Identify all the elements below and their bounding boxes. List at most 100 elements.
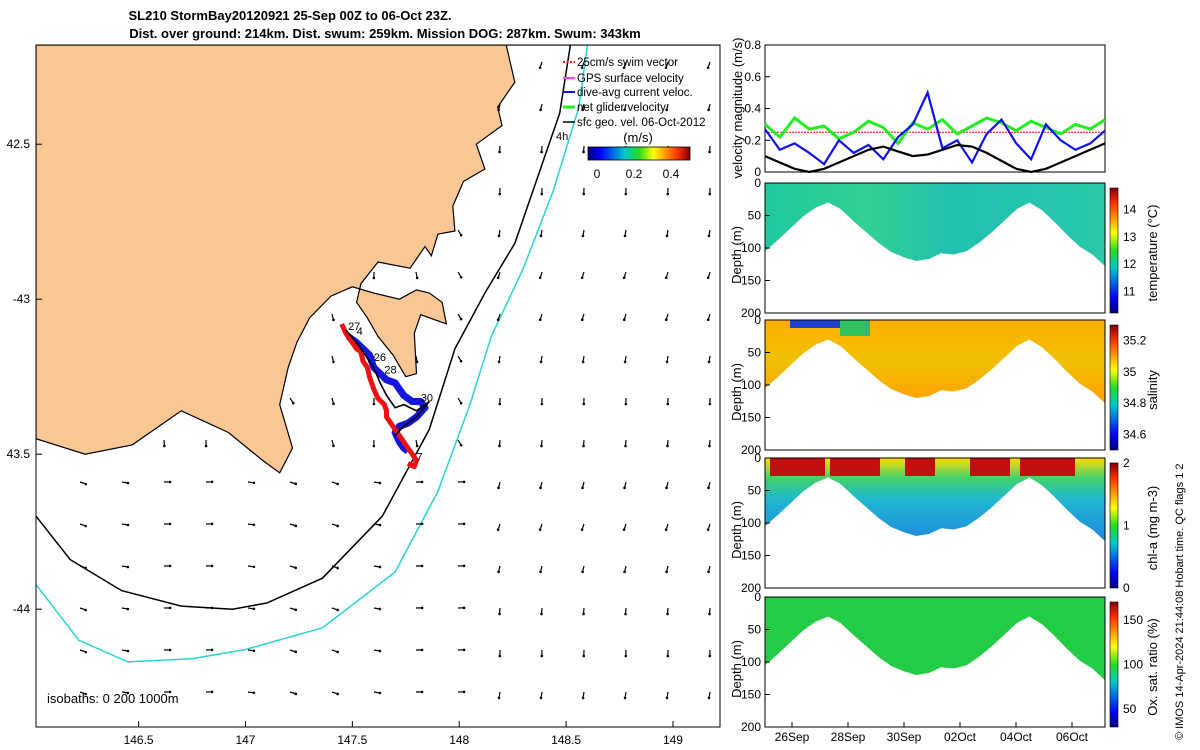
velocity-panel: 0 0.2 0.4 0.6 0.8 velocity magnitude (m/s) [730, 38, 1106, 179]
velocity-arrow-head [538, 318, 542, 322]
velocity-arrow-head [210, 480, 214, 484]
section-colorbar-tick: 100 [1123, 658, 1143, 672]
velocity-arrow-head [582, 654, 586, 658]
velocity-arrow-head [84, 608, 87, 612]
map-xtick-label: 146.5 [124, 733, 154, 747]
velocity-arrow-head [664, 66, 668, 69]
velocity-arrow-head [708, 150, 711, 154]
velocity-series-line [764, 89, 1106, 166]
velocity-arrow-head [622, 318, 626, 322]
velocity-arrow-head [496, 318, 500, 322]
velocity-arrow-head [624, 654, 628, 658]
velocity-arrow-head [84, 650, 87, 654]
velocity-arrow-head [459, 401, 463, 405]
section-colorbar-tick: 12 [1123, 257, 1137, 271]
velocity-arrow-head [126, 523, 130, 527]
velocity-arrow-head [582, 444, 585, 448]
map-ytick-label: -44 [13, 602, 31, 616]
velocity-arrow-head [665, 360, 669, 364]
legend-geo-label: sfc geo. vel. 06-Oct-2012 [577, 117, 705, 129]
velocity-arrow-head [126, 607, 130, 611]
velocity-arrow-head [664, 528, 668, 531]
chla-high-band [970, 458, 1010, 476]
velocity-arrow-head [540, 402, 544, 406]
velocity-arrow-head [378, 649, 382, 653]
section-ytick-label: 200 [741, 306, 761, 320]
velocity-arrow-head [666, 192, 670, 196]
velocity-arrow-head [497, 696, 501, 700]
velocity-arrow-head [378, 691, 382, 695]
isobath-200m [36, 45, 572, 610]
velocity-arrow-head [498, 192, 502, 196]
copyright-note: © IMOS 14-Apr-2024 21:44:08 Hobart time.… [1174, 463, 1186, 740]
section-ytick-label: 100 [741, 516, 761, 530]
velocity-arrow-head [540, 654, 544, 658]
velocity-arrow-head [496, 276, 500, 280]
section-ytick-label: 200 [741, 720, 761, 734]
map-xtick-label: 147.5 [337, 733, 367, 747]
velocity-arrow-head [665, 108, 668, 112]
velocity-arrow-head [538, 276, 542, 280]
velocity-arrow-head [372, 276, 376, 280]
salinity-fresh-band [790, 320, 850, 328]
velocity-arrow-head [540, 192, 544, 196]
velocity-arrow-head [420, 522, 424, 526]
velocity-arrow-head [622, 66, 626, 69]
velocity-arrow-head [168, 522, 172, 526]
velocity-arrow-head [581, 696, 585, 700]
chla-high-band [1020, 458, 1075, 476]
section-ytick-label: 200 [741, 443, 761, 457]
velocity-arrow-head [462, 606, 466, 610]
velocity-arrow-head [252, 523, 256, 527]
velocity-arrow-head [210, 606, 214, 610]
velocity-arrow-head [415, 276, 419, 280]
section-xtick-label: 28Sep [831, 730, 866, 744]
velocity-arrow-head [666, 402, 670, 406]
velocity-arrow-head [623, 360, 627, 364]
chla-high-band [770, 458, 825, 476]
section-ytick-label: 50 [748, 209, 762, 223]
section-xtick-label: 02Oct [944, 730, 977, 744]
velocity-arrow-head [420, 480, 424, 484]
section-data-area [765, 597, 1105, 681]
velocity-arrow-head [623, 234, 627, 238]
section-ytick-label: 100 [741, 241, 761, 255]
velocity-arrow-head [462, 522, 466, 526]
map-xtick-label: 148.5 [551, 733, 581, 747]
map-colorbar-aux-label: 4h [556, 131, 568, 143]
map-ytick-label: 42.5 [7, 137, 31, 151]
velocity-arrow-head [707, 108, 710, 112]
velocity-arrow-head [666, 444, 669, 448]
velocity-arrow-head [497, 486, 500, 490]
velocity-arrow-head [168, 480, 172, 484]
section-colorbar-tick: 35 [1123, 365, 1137, 379]
section-xtick-label: 04Oct [1000, 730, 1033, 744]
velocity-arrow-head [538, 66, 542, 69]
velocity-arrow-head [336, 482, 339, 486]
section-ylabel: Depth (m) [729, 363, 744, 421]
day-label-4: 30 [421, 393, 433, 405]
velocity-arrow-head [252, 607, 256, 611]
velocity-arrow-head [581, 234, 585, 238]
section-ytick-label: 50 [748, 484, 762, 498]
velocity-arrow-head [624, 444, 627, 448]
map-colorbar-tick-2: 0.4 [663, 167, 680, 181]
map-colorbar-tick-1: 0.2 [626, 167, 643, 181]
velocity-series-line [764, 142, 1106, 174]
velocity-arrow-head [252, 481, 256, 485]
velocity-arrow-head [497, 360, 501, 364]
section-data-area [765, 183, 1105, 267]
velocity-arrow-head [708, 654, 712, 658]
velocity-arrow-head [708, 402, 712, 406]
velocity-arrow-head [496, 528, 500, 531]
velocity-arrow-head [706, 318, 710, 322]
section-colorbar [1109, 187, 1119, 314]
velocity-arrow-head [332, 318, 335, 322]
section-ylabel: Depth (m) [729, 501, 744, 559]
velocity-arrow-head [582, 150, 585, 154]
chla-high-band [830, 458, 880, 476]
section-ytick-label: 100 [741, 378, 761, 392]
velocity-ylabel: velocity magnitude (m/s) [730, 38, 745, 179]
velocity-arrow-head [294, 482, 298, 486]
